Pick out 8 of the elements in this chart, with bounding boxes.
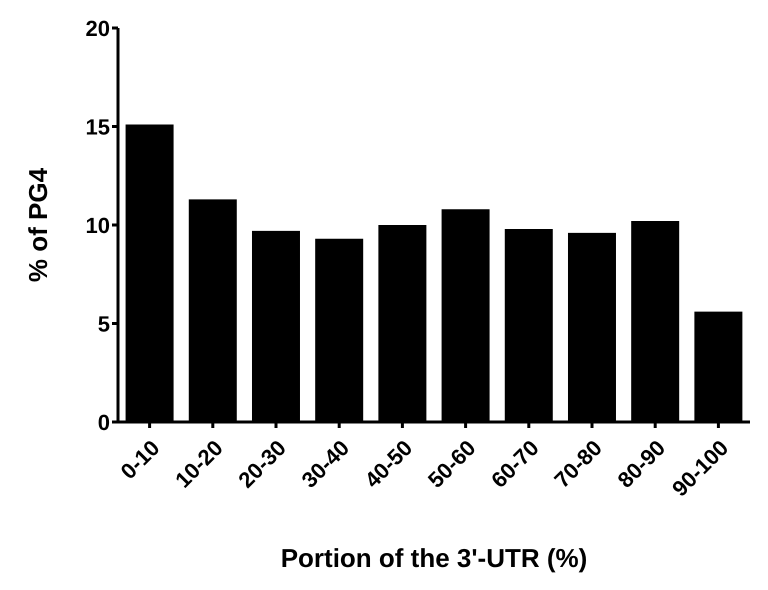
y-axis-title: % of PG4 (23, 167, 54, 282)
y-tick-label: 20 (86, 16, 110, 41)
y-tick-label: 10 (86, 212, 110, 238)
x-axis-title: Portion of the 3'-UTR (%) (280, 543, 588, 573)
y-tick-label: 15 (86, 114, 110, 140)
y-tick-label: 0 (98, 410, 110, 435)
x-tick-label: 0-10 (116, 435, 164, 484)
y-tick-label: 5 (98, 311, 110, 336)
